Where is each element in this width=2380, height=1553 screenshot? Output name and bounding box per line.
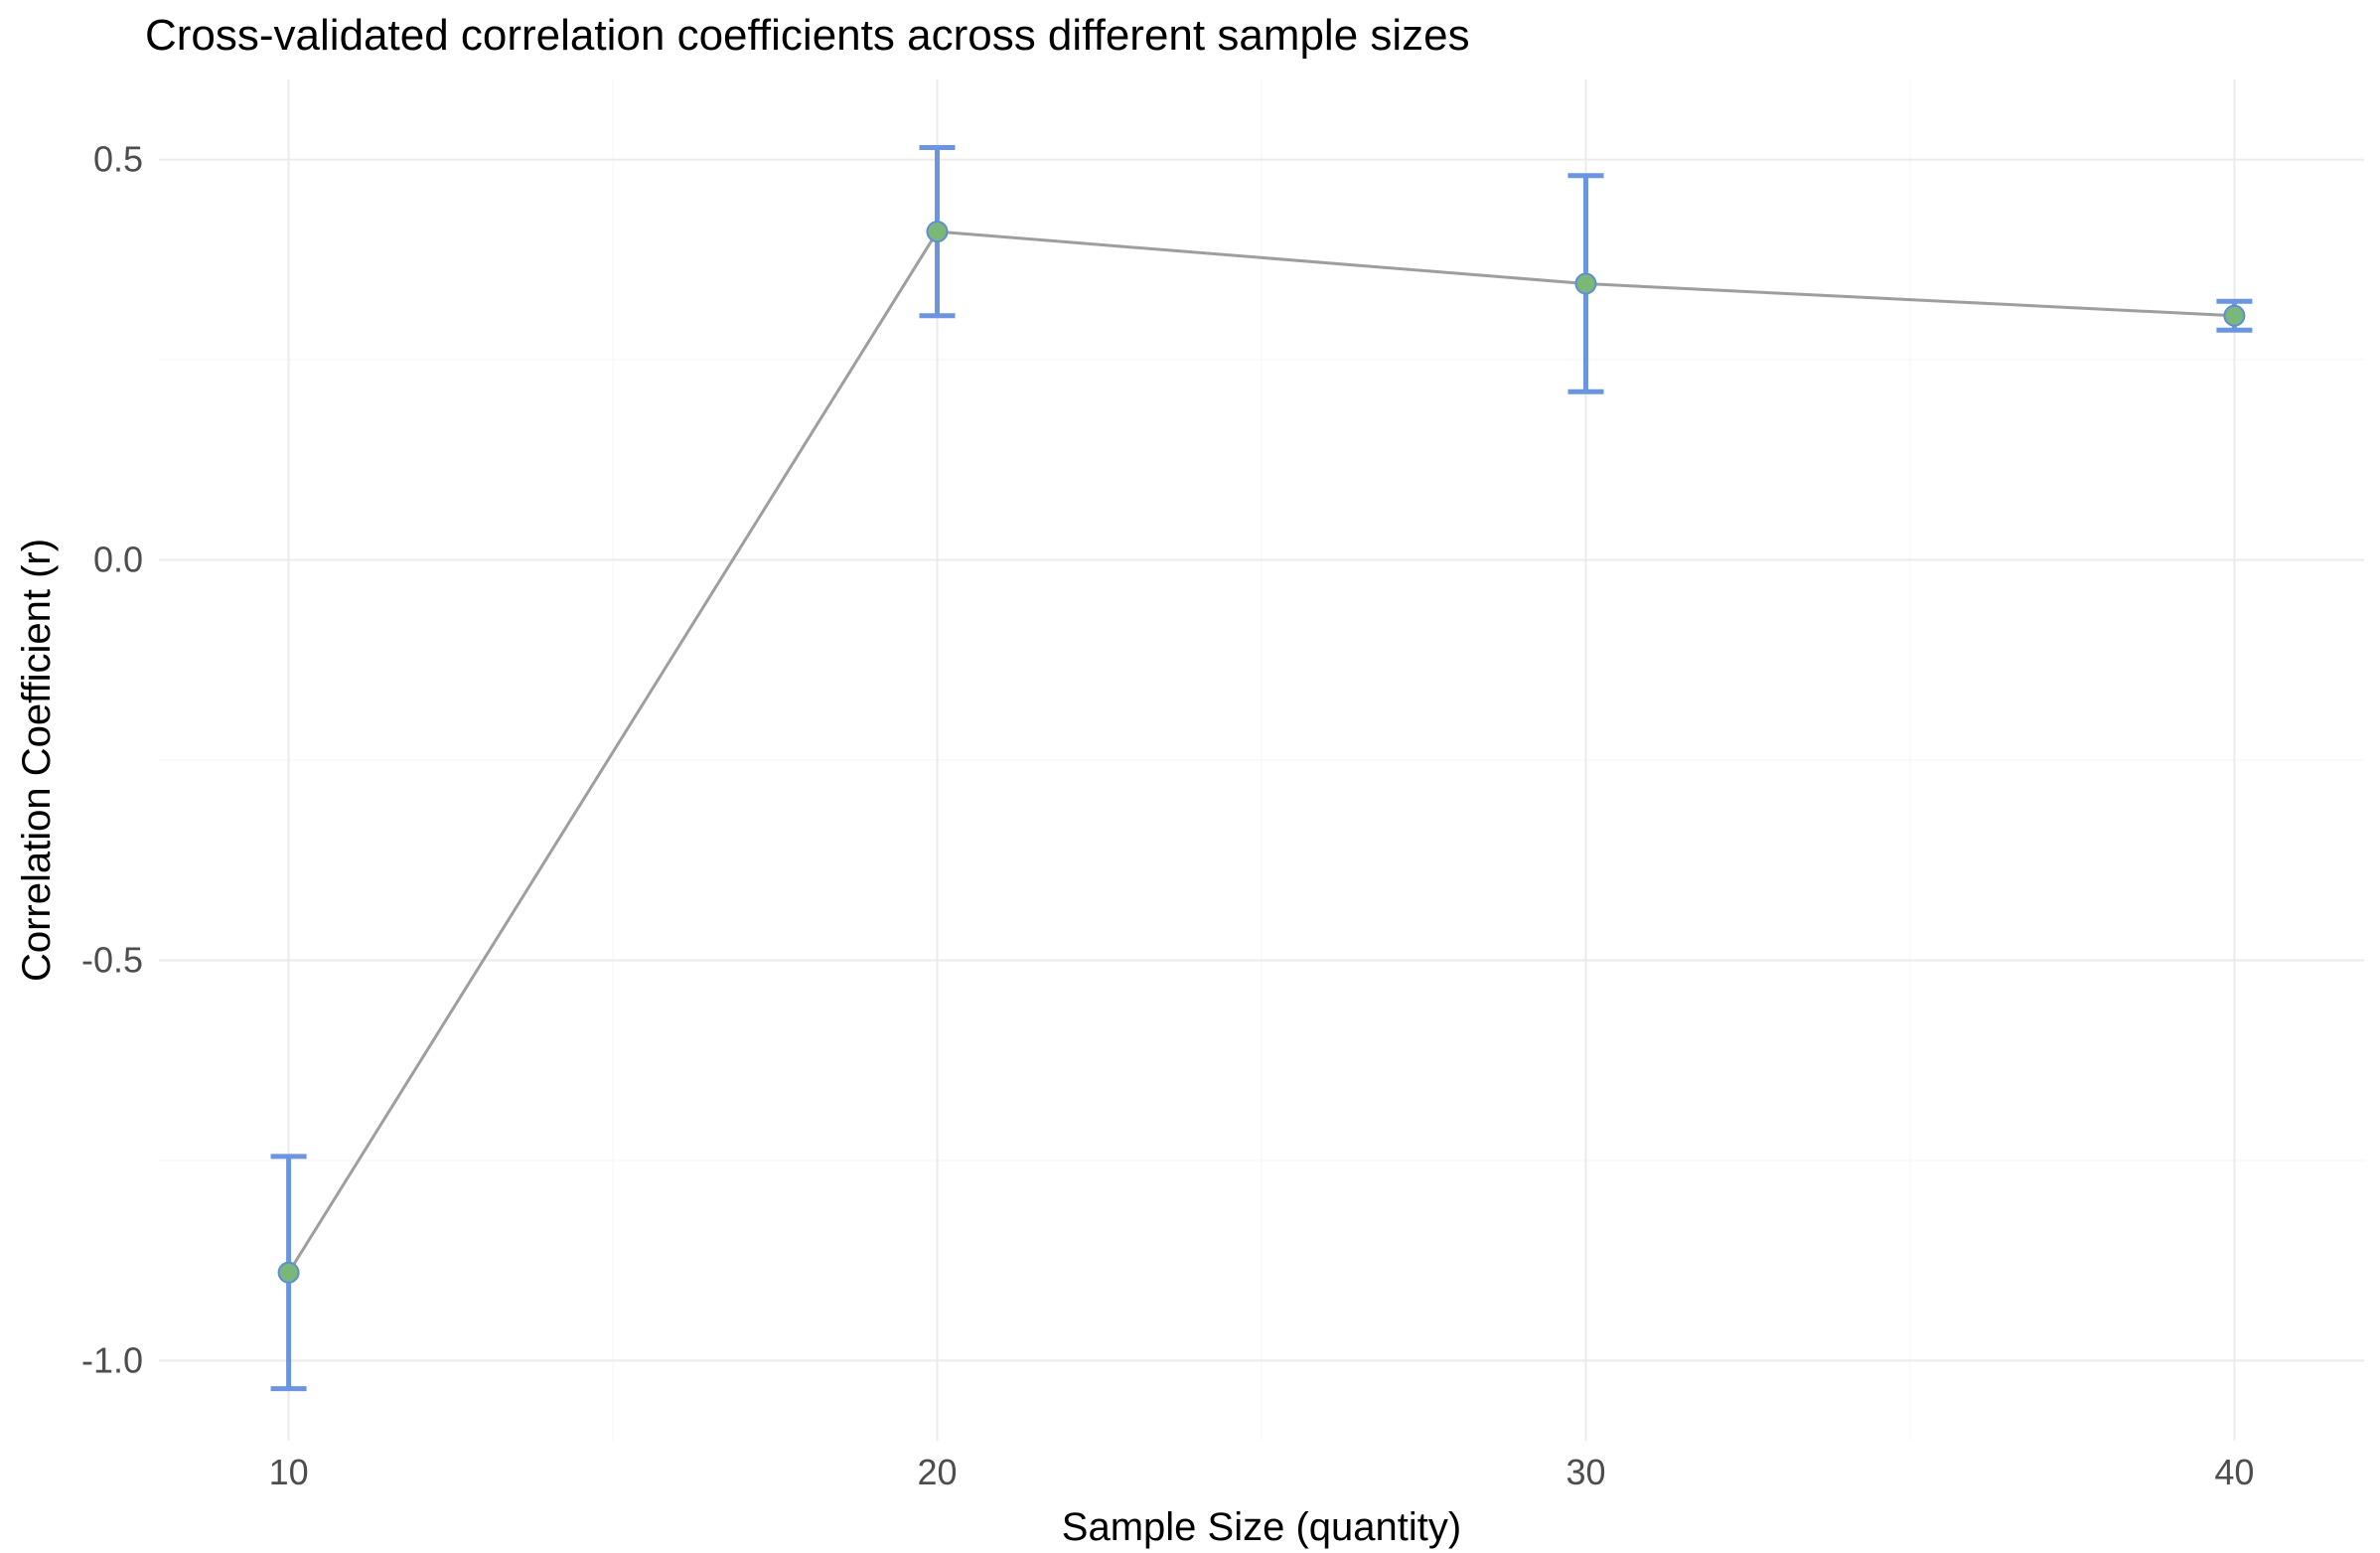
chart-title: Cross-validated correlation coefficients…: [145, 11, 1470, 60]
y-tick-label: 0.0: [93, 540, 143, 580]
x-tick-label: 30: [1565, 1452, 1605, 1492]
y-tick-label: -1.0: [81, 1339, 143, 1380]
y-axis-label: Correlation Coefficient (r): [15, 539, 59, 982]
chart-svg: 10 20 30 40 -1.0 -0.5 0.0 0.5 Sample Size (quant…: [0, 0, 2380, 1553]
x-tick-label: 20: [918, 1452, 958, 1492]
x-axis-label: Sample Size (quantity): [1062, 1505, 1461, 1549]
y-tick-label: -0.5: [81, 939, 143, 980]
data-marker: [928, 222, 948, 241]
x-tick-label: 40: [2214, 1452, 2254, 1492]
chart-container: 10 20 30 40 -1.0 -0.5 0.0 0.5 Sample Size (quant…: [0, 0, 2380, 1553]
data-marker: [2224, 306, 2244, 326]
y-tick-label: 0.5: [93, 139, 143, 180]
plot-panel: [159, 79, 2364, 1441]
data-marker: [279, 1263, 299, 1283]
x-tick-label: 10: [269, 1452, 309, 1492]
data-marker: [1575, 274, 1595, 294]
